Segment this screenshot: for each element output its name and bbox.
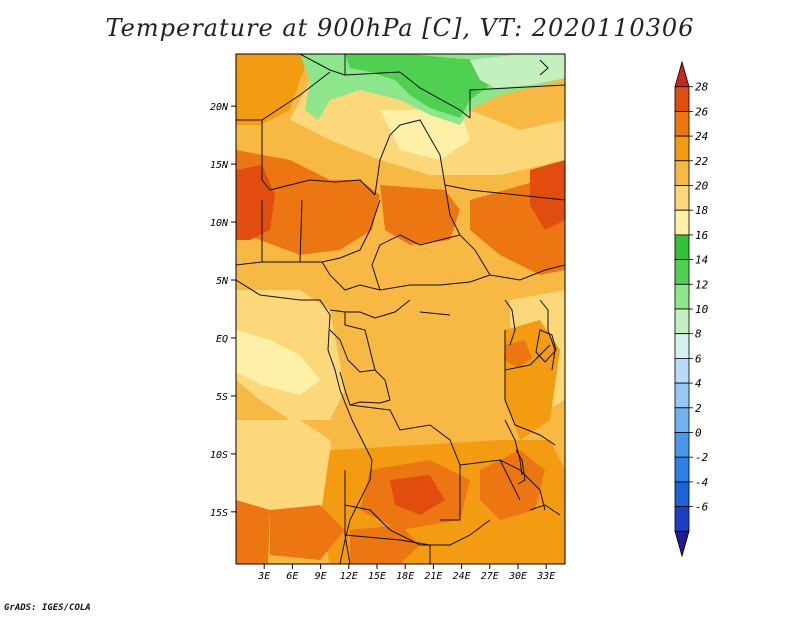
colorbar-swatch <box>674 259 690 285</box>
colorbar-swatch <box>674 160 690 186</box>
colorbar-label: 0 <box>695 427 702 440</box>
x-tick-label: 18E <box>396 571 414 582</box>
colorbar-swatch <box>674 481 690 507</box>
field-chad-warm <box>380 185 460 245</box>
colorbar-swatch <box>674 209 690 236</box>
colorbar-label: 18 <box>695 204 709 217</box>
x-tick-label: 9E <box>315 571 327 582</box>
colorbar-label: 8 <box>695 328 702 341</box>
colorbar-swatch <box>674 456 690 483</box>
colorbar-swatch <box>674 357 690 384</box>
colorbar-swatch <box>674 86 690 112</box>
colorbar-swatch <box>674 111 690 137</box>
temperature-map <box>236 54 565 564</box>
colorbar-label: 12 <box>695 278 709 291</box>
x-axis: 3E 6E 9E 12E 15E 18E 21E 24E 27E 30E 33E <box>257 564 555 582</box>
colorbar-label: 2 <box>695 402 702 415</box>
y-tick-label: EQ <box>216 334 228 345</box>
field-coast-lighter <box>236 330 320 395</box>
field-sahel-2 <box>380 110 470 160</box>
field-sw <box>236 420 340 520</box>
colorbar-swatch <box>674 407 690 433</box>
colorbar-label: 16 <box>695 229 709 242</box>
colorbar-label: -4 <box>695 476 708 489</box>
x-tick-label: 30E <box>508 571 527 582</box>
field-west-warm <box>236 150 380 255</box>
field-sw-hot <box>236 500 270 564</box>
colorbar-arrow-bottom <box>674 530 690 558</box>
colorbar-label: 14 <box>695 254 708 267</box>
colorbar-label: 28 <box>695 81 709 94</box>
y-tick-label: 10N <box>210 218 229 229</box>
x-tick-label: 27E <box>481 571 499 582</box>
field-south-hot-2 <box>390 475 445 515</box>
y-axis: 20N 15N 10N 5N EQ 5S 10S 15S <box>210 102 236 519</box>
field-north <box>236 54 310 125</box>
colorbar-label: 4 <box>695 377 702 390</box>
y-tick-label: 20N <box>210 102 229 113</box>
y-tick-label: 15S <box>210 508 228 519</box>
footer-credit: GrADS: IGES/COLA <box>4 603 91 613</box>
colorbar-swatch <box>674 185 690 211</box>
x-tick-label: 33E <box>536 571 555 582</box>
colorbar-swatch <box>674 135 690 162</box>
colorbar-label: 6 <box>695 352 702 365</box>
x-tick-label: 6E <box>286 571 298 582</box>
x-tick-label: 12E <box>340 571 358 582</box>
colorbar-swatch <box>674 506 690 532</box>
plot-frame <box>235 53 566 565</box>
field-lake-vic <box>504 340 532 368</box>
colorbar-label: 10 <box>695 303 709 316</box>
y-tick-label: 15N <box>210 160 229 171</box>
field-sudan-hot <box>530 160 565 230</box>
x-tick-label: 24E <box>453 571 471 582</box>
y-tick-label: 5S <box>216 392 228 403</box>
colorbar-label: 20 <box>695 180 709 193</box>
colorbar-label: 24 <box>695 130 708 143</box>
chart-title: Temperature at 900hPa [C], VT: 202011030… <box>105 14 695 42</box>
colorbar-swatch <box>674 333 690 359</box>
colorbar-label: 26 <box>695 105 709 118</box>
colorbar-arrow-top <box>674 60 690 88</box>
colorbar-swatch <box>674 432 690 458</box>
country-borders <box>236 54 565 564</box>
x-tick-label: 15E <box>368 571 386 582</box>
x-tick-label: 3E <box>257 571 270 582</box>
colorbar-label: 22 <box>695 155 709 168</box>
x-tick-label: 21E <box>424 571 442 582</box>
colorbar-label: -6 <box>695 501 709 514</box>
field-green-light <box>470 54 565 88</box>
field-south-hot-3 <box>270 505 345 560</box>
field-south-hot-4 <box>350 525 420 564</box>
colorbar-swatch <box>674 382 690 409</box>
colorbar-swatch <box>674 308 690 335</box>
colorbar-swatch <box>674 234 690 260</box>
field-congo <box>340 280 530 420</box>
colorbar-swatch <box>674 283 690 310</box>
y-tick-label: 10S <box>210 450 228 461</box>
y-tick-label: 5N <box>216 276 229 287</box>
colorbar-label: -2 <box>695 451 709 464</box>
